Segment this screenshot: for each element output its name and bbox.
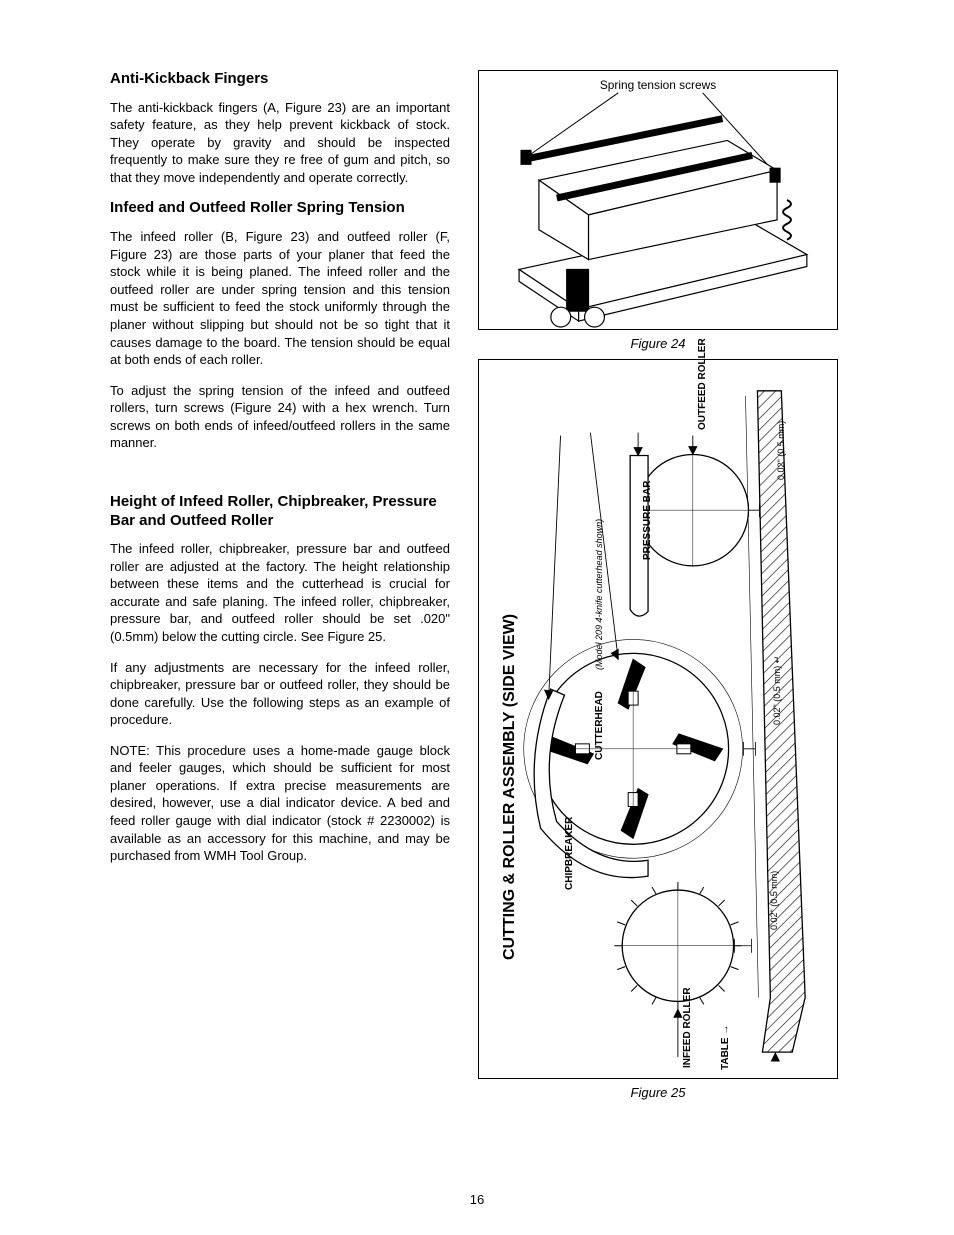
fig24-label: Spring tension screws [600,78,716,92]
left-column: Anti-Kickback Fingers The anti-kickback … [110,70,450,1108]
spacer [110,465,450,493]
para-3: To adjust the spring tension of the infe… [110,382,450,452]
figure-24-caption: Figure 24 [478,336,838,351]
page-number: 16 [0,1192,954,1207]
fig25-dim-3: 0.02" (0.5 mm) [769,871,779,930]
right-column: Spring tension screws [478,70,838,1108]
para-4: The infeed roller, chipbreaker, pressure… [110,540,450,645]
page-content: Anti-Kickback Fingers The anti-kickback … [0,0,954,1148]
fig25-label-infeed-roller: INFEED ROLLER [682,987,693,1068]
figure-25: CUTTING & ROLLER ASSEMBLY (SIDE VIEW) CH… [478,359,838,1079]
fig25-label-chipbreaker: CHIPBREAKER [564,817,575,890]
para-2: The infeed roller (B, Figure 23) and out… [110,228,450,368]
para-6: NOTE: This procedure uses a home-made ga… [110,742,450,865]
figure-24-svg: Spring tension screws [479,71,837,329]
fig25-infeed-roller [614,882,741,1009]
fig25-label-cutterhead: CUTTERHEAD [594,691,605,760]
fig25-label-pressure-bar: PRESSURE BAR [642,481,653,560]
fig25-dim-lines [735,503,760,952]
fig25-label-cutterhead-note: (Model 209 4-knife cutterhead shown) [594,519,604,670]
fig25-label-outfeed-roller: OUTFEED ROLLER [697,338,708,430]
fig25-dim-2: 0.02" (0.5 mm) ↵ [772,656,783,725]
figure-24: Spring tension screws [478,70,838,330]
heading-spring-tension: Infeed and Outfeed Roller Spring Tension [110,199,450,218]
fig25-label-table: TABLE → [720,1025,731,1070]
heading-height: Height of Infeed Roller, Chipbreaker, Pr… [110,493,450,531]
para-5: If any adjustments are necessary for the… [110,659,450,729]
para-1: The anti-kickback fingers (A, Figure 23)… [110,99,450,187]
heading-antikickback: Anti-Kickback Fingers [110,70,450,89]
fig25-dim-1: 0.02" (0.5 mm) [776,421,786,480]
figure-25-caption: Figure 25 [478,1085,838,1100]
fig25-title: CUTTING & ROLLER ASSEMBLY (SIDE VIEW) [501,614,519,960]
